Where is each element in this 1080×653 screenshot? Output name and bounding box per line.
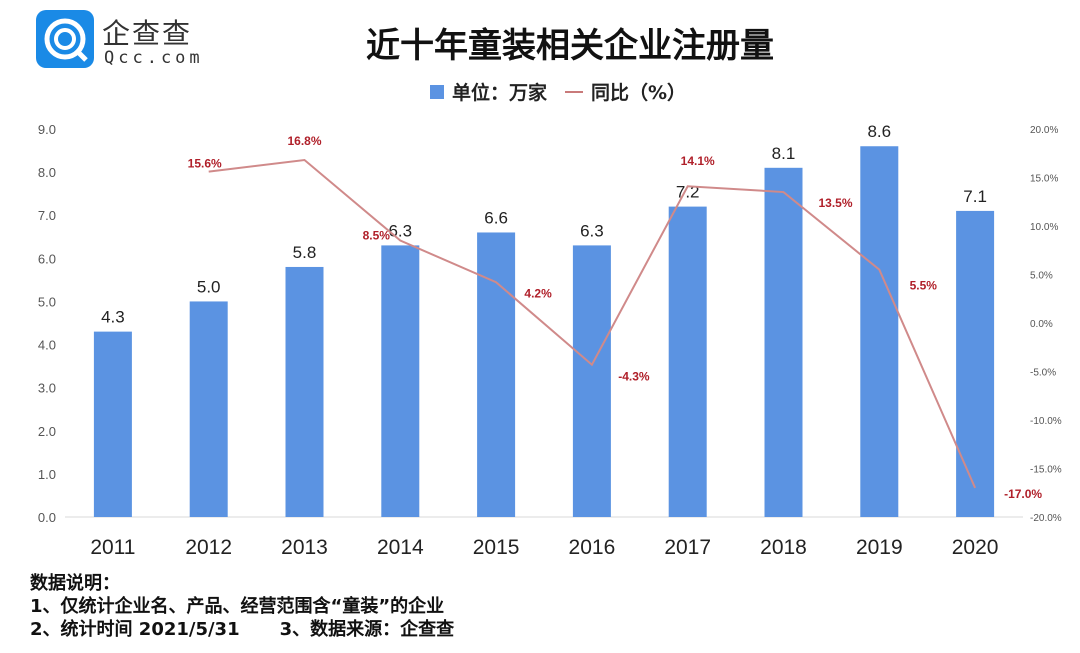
- bar-2013: [285, 266, 324, 517]
- logo-text-en: Qcc.com: [104, 48, 204, 68]
- qcc-logo-icon: [36, 10, 94, 68]
- notes-heading: 数据说明：: [30, 573, 120, 594]
- bar-2017: [668, 206, 707, 517]
- data-notes: 数据说明： 1、仅统计企业名、产品、经营范围含“童装”的企业 2、统计时间 20…: [30, 572, 454, 641]
- line-label: -17.0%: [1004, 487, 1042, 501]
- yoy-line: [208, 158, 977, 489]
- line-label: 13.5%: [818, 196, 852, 210]
- chart-title: 近十年童装相关企业注册量: [366, 26, 774, 66]
- notes-line-1: 1、仅统计企业名、产品、经营范围含“童装”的企业: [30, 596, 445, 617]
- left-axis-tick: 5.0: [38, 294, 56, 309]
- line-label: 8.5%: [363, 229, 391, 243]
- left-axis-tick: 8.0: [38, 165, 56, 180]
- bar-2016: [572, 245, 611, 517]
- x-tick-label: 2012: [185, 536, 232, 559]
- bar-label: 8.6: [867, 122, 891, 141]
- legend-bar-label: 单位：万家: [452, 82, 548, 104]
- line-label: 15.6%: [188, 157, 222, 171]
- line-label: 14.1%: [681, 154, 715, 168]
- legend-line-label: 同比（%）: [591, 82, 687, 104]
- bar-2011: [93, 331, 132, 517]
- line-label: 5.5%: [910, 279, 938, 293]
- right-axis-tick: -20.0%: [1030, 513, 1062, 524]
- line-label: 4.2%: [524, 286, 552, 300]
- x-tick-label: 2017: [664, 536, 711, 559]
- x-tick-label: 2015: [473, 536, 520, 559]
- right-axis-tick: -5.0%: [1030, 368, 1056, 379]
- bar-2014: [381, 245, 420, 517]
- bar-label: 6.6: [484, 208, 508, 227]
- logo-text-cn: 企查查: [102, 17, 193, 50]
- left-axis-tick: 0.0: [38, 510, 56, 525]
- x-tick-label: 2011: [90, 536, 135, 559]
- bar-2020: [956, 210, 995, 517]
- legend-bar-swatch: [430, 84, 444, 99]
- line-label: 16.8%: [287, 134, 321, 148]
- qcc-logo: 企查查 Qcc.com: [36, 10, 204, 68]
- right-axis-tick: 15.0%: [1030, 174, 1058, 185]
- line-label: -4.3%: [618, 370, 650, 384]
- x-tick-label: 2016: [569, 536, 616, 559]
- legend-line-swatch: [565, 90, 584, 93]
- bar-2018: [764, 167, 803, 518]
- right-axis-tick: -15.0%: [1030, 465, 1062, 476]
- right-axis-tick: 20.0%: [1030, 125, 1058, 136]
- notes-line-2a: 2、统计时间 2021/5/31: [30, 619, 240, 640]
- x-tick-label: 2019: [856, 536, 903, 559]
- left-axis-tick: 7.0: [38, 208, 56, 223]
- x-tick-label: 2013: [281, 536, 328, 559]
- right-axis-tick: 0.0%: [1030, 319, 1053, 330]
- left-axis-tick: 2.0: [38, 424, 56, 439]
- left-axis-tick: 4.0: [38, 338, 56, 353]
- left-axis-tick: 3.0: [38, 381, 56, 396]
- bar-label: 5.8: [293, 243, 317, 262]
- legend: 单位：万家 同比（%）: [430, 78, 686, 105]
- right-axis-tick: 5.0%: [1030, 271, 1053, 282]
- right-axis-tick: 10.0%: [1030, 222, 1058, 233]
- bar-label: 6.3: [388, 221, 412, 240]
- left-axis-tick: 6.0: [38, 251, 56, 266]
- bar-label: 5.0: [197, 277, 221, 296]
- left-axis-tick: 1.0: [38, 467, 56, 482]
- x-tick-label: 2014: [377, 536, 424, 559]
- left-axis-tick: 9.0: [38, 122, 56, 137]
- bar-label: 7.1: [963, 187, 987, 206]
- bar-label: 6.3: [580, 221, 604, 240]
- bar-label: 4.3: [101, 308, 125, 327]
- x-tick-label: 2018: [760, 536, 807, 559]
- right-axis-tick: -10.0%: [1030, 416, 1062, 427]
- bar-2015: [477, 232, 516, 517]
- notes-line-2b: 3、数据来源：企查查: [279, 619, 455, 640]
- x-tick-label: 2020: [952, 536, 999, 559]
- bar-label: 8.1: [772, 144, 796, 163]
- bar-2012: [189, 301, 228, 517]
- bar-2019: [860, 146, 899, 517]
